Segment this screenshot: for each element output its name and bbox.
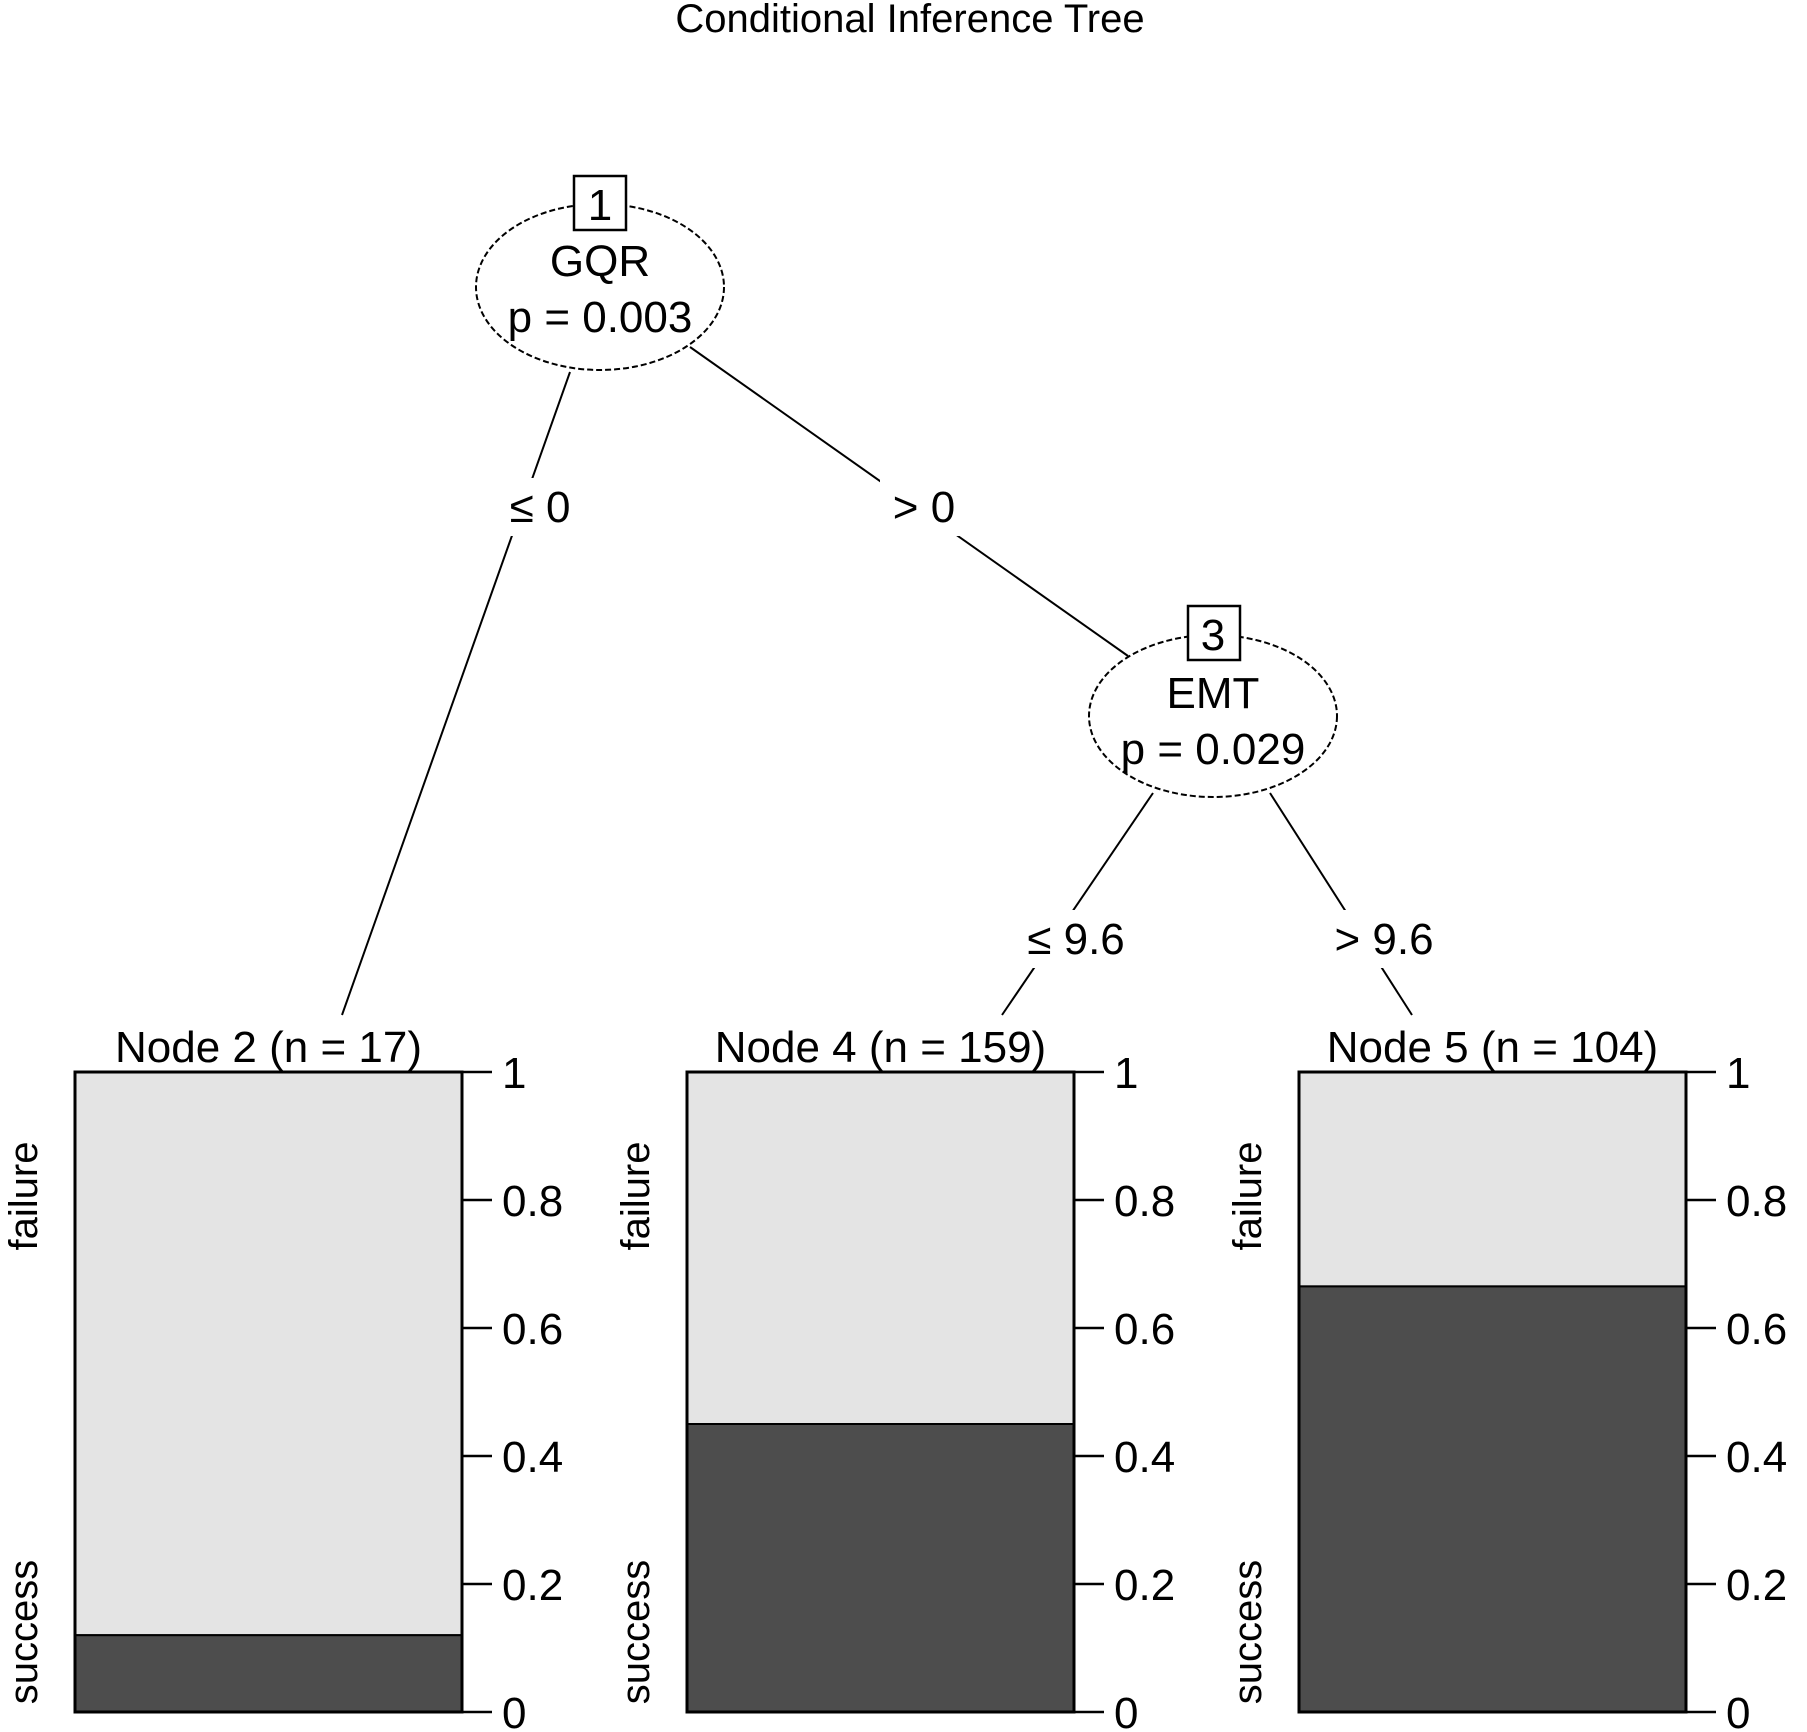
axis-tick-label: 1 — [502, 1049, 526, 1098]
bar-success — [1298, 1285, 1687, 1714]
panel-title: Node 4 (n = 159) — [715, 1023, 1046, 1072]
axis-tick-label: 0 — [502, 1689, 526, 1732]
terminal-panel-2: Node 4 (n = 159) 1 0.8 0.6 0.4 0.2 0 failure suc… — [614, 1023, 1175, 1732]
terminal-panel-3: Node 5 (n = 104) 1 0.8 0.6 0.4 0.2 0 failure suc… — [1226, 1023, 1787, 1732]
bar-failure — [686, 1071, 1075, 1425]
panel-title: Node 2 (n = 17) — [115, 1023, 422, 1072]
axis-tick-label: 0.6 — [1726, 1305, 1787, 1354]
axis-tick-label: 0.2 — [502, 1561, 563, 1610]
node-3-variable: EMT — [1167, 669, 1260, 718]
axis-tick-label: 0.6 — [1114, 1305, 1175, 1354]
bar-success — [686, 1423, 1075, 1713]
edge-label-1-2: ≤ 0 — [510, 483, 571, 532]
edge-label-3-5: > 9.6 — [1334, 915, 1433, 964]
diagram-title: Conditional Inference Tree — [675, 0, 1144, 41]
node-3-id: 3 — [1201, 611, 1225, 660]
axis-tick-label: 0 — [1726, 1689, 1750, 1732]
terminal-node-panels: Node 2 (n = 17) 1 0.8 0.6 0.4 0.2 0 failure succ… — [2, 1023, 1787, 1732]
axis-tick-label: 0.8 — [502, 1177, 563, 1226]
class-label-failure: failure — [1226, 1142, 1270, 1251]
edge-1-2 — [341, 371, 571, 1016]
panel-frame — [685, 1070, 1076, 1714]
panel-frame — [1297, 1070, 1688, 1714]
node-3-id-box — [1186, 604, 1242, 662]
node-1-variable: GQR — [550, 237, 650, 286]
axis-tick-label: 0.2 — [1114, 1561, 1175, 1610]
node-1-id-box — [572, 174, 628, 232]
bar-failure — [74, 1071, 463, 1637]
axis-tick-label: 0.6 — [502, 1305, 563, 1354]
axis-tick-label: 0.8 — [1114, 1177, 1175, 1226]
class-label-failure: failure — [614, 1142, 658, 1251]
class-label-failure: failure — [2, 1142, 46, 1251]
node-3-pvalue: p = 0.029 — [1121, 725, 1306, 774]
axis-tick-label: 1 — [1726, 1049, 1750, 1098]
panel-frame — [73, 1070, 464, 1714]
edge-3-5 — [1269, 792, 1413, 1016]
axis-tick-label: 0.4 — [1114, 1433, 1175, 1482]
class-label-success: success — [614, 1560, 658, 1705]
class-label-success: success — [1226, 1560, 1270, 1705]
panel-title: Node 5 (n = 104) — [1327, 1023, 1658, 1072]
node-1-id: 1 — [588, 181, 612, 230]
edge-label-1-3: > 0 — [893, 483, 955, 532]
bar-failure — [1298, 1071, 1687, 1288]
axis-tick-label: 0 — [1114, 1689, 1138, 1732]
axis-tick-label: 0.4 — [1726, 1433, 1787, 1482]
edge-label-3-4: ≤ 9.6 — [1027, 915, 1125, 964]
axis-tick-label: 0.4 — [502, 1433, 563, 1482]
axis-tick-label: 0.8 — [1726, 1177, 1787, 1226]
node-1-pvalue: p = 0.003 — [508, 293, 693, 342]
edge-3-4 — [1001, 792, 1154, 1016]
edge-labels: ≤ 0 > 0 ≤ 9.6 > 9.6 — [500, 478, 1438, 968]
node-1-ellipse — [475, 203, 725, 371]
axis-tick-label: 1 — [1114, 1049, 1138, 1098]
axis-tick-label: 0.2 — [1726, 1561, 1787, 1610]
bar-success — [74, 1634, 463, 1713]
inner-node-3: 3 EMT p = 0.029 — [1088, 604, 1338, 798]
terminal-panel-1: Node 2 (n = 17) 1 0.8 0.6 0.4 0.2 0 failure succ… — [2, 1023, 563, 1732]
class-label-success: success — [2, 1560, 46, 1705]
inner-node-1: 1 GQR p = 0.003 — [475, 174, 725, 371]
